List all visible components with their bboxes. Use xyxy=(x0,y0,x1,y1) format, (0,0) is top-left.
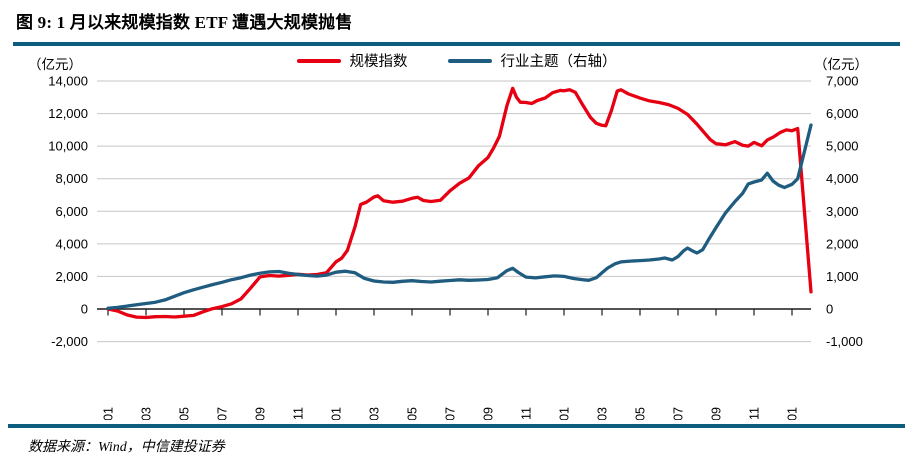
legend-item-scale-index: 规模指数 xyxy=(296,50,408,71)
right-axis-tick-label: 6,000 xyxy=(826,106,859,121)
series-line-right xyxy=(106,123,813,310)
legend-label: 行业主题（右轴） xyxy=(500,54,617,70)
x-tick-label: 2023/01 xyxy=(102,407,116,420)
left-axis-tick-label: 6,000 xyxy=(55,204,88,219)
legend-item-industry-theme: 行业主题（右轴） xyxy=(447,50,617,71)
x-tick-label: 2024/09 xyxy=(482,407,496,420)
right-axis-tick-label: -1,000 xyxy=(826,334,863,349)
left-axis-unit-label: （亿元） xyxy=(28,57,82,72)
x-tick-label: 2025/05 xyxy=(634,407,648,420)
x-tick-label: 2025/03 xyxy=(596,407,610,420)
title-divider-rule xyxy=(13,42,900,46)
right-axis-unit-label: （亿元） xyxy=(814,57,868,72)
x-tick-label: 2026/01 xyxy=(786,407,800,420)
right-axis-tick-label: 0 xyxy=(826,302,833,317)
x-tick-label: 2025/01 xyxy=(558,407,572,420)
left-axis-tick-label: 4,000 xyxy=(55,236,88,251)
line-chart-plot: 2023/01 2023/03 2023/05 2023/07 2023/09 2023/… xyxy=(48,74,863,421)
series-line-left xyxy=(106,86,813,320)
x-tick-label: 2024/07 xyxy=(444,407,458,420)
left-axis-tick-label: 8,000 xyxy=(55,171,88,186)
left-axis-tick-label: -2,000 xyxy=(51,334,88,349)
footer-divider-rule xyxy=(8,424,905,428)
legend-label: 规模指数 xyxy=(349,54,408,70)
x-tick-label: 2025/11 xyxy=(748,407,762,420)
right-axis-tick-label: 3,000 xyxy=(826,204,859,219)
right-axis-tick-label: 7,000 xyxy=(826,74,859,89)
x-tick-label: 2024/01 xyxy=(330,407,344,420)
right-axis-tick-label: 2,000 xyxy=(826,236,859,251)
x-tick-label: 2023/11 xyxy=(292,407,306,420)
left-axis-tick-label: 2,000 xyxy=(55,269,88,284)
right-axis-tick-label: 5,000 xyxy=(826,139,859,154)
blue-line-swatch-icon xyxy=(447,58,492,63)
data-source-note: 数据来源：Wind，中信建投证券 xyxy=(28,440,225,455)
chart-legend: 规模指数 行业主题（右轴） xyxy=(0,50,913,71)
left-axis-tick-label: 10,000 xyxy=(48,139,88,154)
x-tick-label: 2024/11 xyxy=(520,407,534,420)
red-line-swatch-icon xyxy=(296,58,341,63)
right-axis-tick-label: 4,000 xyxy=(826,171,859,186)
x-tick-label: 2024/05 xyxy=(406,407,420,420)
left-axis-tick-label: 0 xyxy=(81,302,88,317)
x-tick-label: 2023/03 xyxy=(140,407,154,420)
right-axis-tick-label: 1,000 xyxy=(826,269,859,284)
x-tick-label: 2024/03 xyxy=(368,407,382,420)
figure-title: 图 9: 1 月以来规模指数 ETF 遭遇大规模抛售 xyxy=(16,13,353,32)
left-axis-tick-label: 12,000 xyxy=(48,106,88,121)
left-axis-tick-label: 14,000 xyxy=(48,74,88,89)
x-tick-label: 2025/07 xyxy=(672,407,686,420)
x-tick-label: 2023/05 xyxy=(178,407,192,420)
x-tick-label: 2023/07 xyxy=(216,407,230,420)
x-tick-label: 2023/09 xyxy=(254,407,268,420)
x-tick-label: 2025/09 xyxy=(710,407,724,420)
